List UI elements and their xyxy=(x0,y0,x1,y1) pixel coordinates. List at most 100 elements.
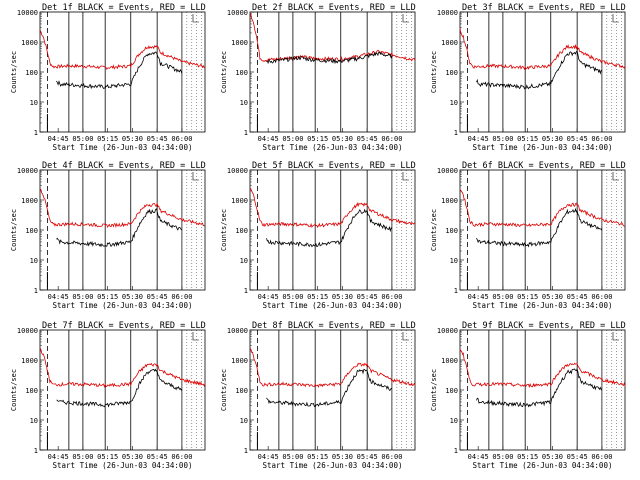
y-tick-label: 10000 xyxy=(17,9,38,17)
y-tick-label: 1 xyxy=(454,287,458,295)
panel-det-9: Det 9f BLACK = Events, RED = LLD 1 10 100 10… xyxy=(430,321,626,470)
series-events-line xyxy=(266,51,393,65)
x-tick-label: 05:30 xyxy=(122,293,143,301)
series-events-line xyxy=(476,49,603,90)
x-tick-label: 04:45 xyxy=(258,293,279,301)
y-tick-label: 10 xyxy=(30,257,38,265)
y-tick-label: 1 xyxy=(34,129,38,137)
x-tick-label: 05:30 xyxy=(542,453,563,461)
corner-mark xyxy=(192,332,199,341)
y-tick-label: 1000 xyxy=(441,39,458,47)
x-tick-label: 05:15 xyxy=(97,293,118,301)
x-tick-label: 04:45 xyxy=(48,135,69,143)
x-tick-label: 06:00 xyxy=(381,453,402,461)
y-tick-label: 100 xyxy=(25,387,38,395)
x-tick-label: 05:00 xyxy=(492,135,513,143)
panel-title: Det 6f BLACK = Events, RED = LLD xyxy=(462,161,626,171)
panel-det-5: Det 5f BLACK = Events, RED = LLD 1 10 100 10… xyxy=(220,161,416,310)
x-tick-label: 05:15 xyxy=(517,293,538,301)
y-tick-label: 100 xyxy=(25,69,38,77)
x-axis-label: Start Time (26-Jun-03 04:34:00) xyxy=(263,143,403,152)
series-events-line xyxy=(266,208,393,248)
series-events-line xyxy=(56,51,183,90)
x-axis-label: Start Time (26-Jun-03 04:34:00) xyxy=(263,461,403,470)
y-axis-label: Counts/sec xyxy=(220,209,228,251)
x-axis-label: Start Time (26-Jun-03 04:34:00) xyxy=(473,461,613,470)
y-axis-label: Counts/sec xyxy=(10,51,18,93)
panel-title: Det 8f BLACK = Events, RED = LLD xyxy=(252,321,416,331)
y-tick-label: 1000 xyxy=(231,39,248,47)
y-tick-label: 10 xyxy=(450,417,458,425)
panel-title: Det 2f BLACK = Events, RED = LLD xyxy=(252,3,416,13)
x-tick-label: 05:30 xyxy=(332,135,353,143)
x-tick-label: 05:00 xyxy=(282,453,303,461)
x-tick-label: 05:00 xyxy=(282,135,303,143)
x-tick-label: 05:15 xyxy=(307,293,328,301)
x-tick-label: 06:00 xyxy=(171,293,192,301)
y-tick-label: 1 xyxy=(454,129,458,137)
y-tick-label: 10 xyxy=(30,417,38,425)
x-tick-label: 05:00 xyxy=(282,293,303,301)
x-tick-label: 05:00 xyxy=(492,453,513,461)
y-tick-label: 1000 xyxy=(231,197,248,205)
panel-title: Det 5f BLACK = Events, RED = LLD xyxy=(252,161,416,171)
y-tick-label: 10 xyxy=(240,417,248,425)
x-tick-label: 04:45 xyxy=(468,293,489,301)
panel-det-2: Det 2f BLACK = Events, RED = LLD 1 10 100 10… xyxy=(220,3,416,152)
series-lld-line xyxy=(459,189,626,228)
y-axis-label: Counts/sec xyxy=(430,51,438,93)
x-tick-label: 06:00 xyxy=(171,135,192,143)
corner-mark xyxy=(612,14,619,23)
y-tick-label: 100 xyxy=(445,227,458,235)
x-tick-label: 05:00 xyxy=(492,293,513,301)
x-tick-label: 04:45 xyxy=(48,293,69,301)
y-tick-label: 1000 xyxy=(441,197,458,205)
y-tick-label: 10 xyxy=(30,99,38,107)
panel-det-6: Det 6f BLACK = Events, RED = LLD 1 10 100 10… xyxy=(430,161,626,310)
x-axis-label: Start Time (26-Jun-03 04:34:00) xyxy=(473,143,613,152)
series-events-line xyxy=(56,208,183,248)
x-tick-label: 05:45 xyxy=(357,453,378,461)
series-lld-line xyxy=(39,29,205,70)
x-axis-label: Start Time (26-Jun-03 04:34:00) xyxy=(263,301,403,310)
series-lld-line xyxy=(459,348,626,389)
x-tick-label: 05:00 xyxy=(72,293,93,301)
x-tick-label: 05:15 xyxy=(97,453,118,461)
y-tick-label: 1 xyxy=(454,447,458,455)
y-tick-label: 10000 xyxy=(437,167,458,175)
x-tick-label: 05:45 xyxy=(147,135,168,143)
y-axis-label: Counts/sec xyxy=(220,369,228,411)
x-tick-label: 05:45 xyxy=(357,293,378,301)
y-tick-label: 100 xyxy=(445,69,458,77)
x-tick-label: 05:45 xyxy=(567,453,588,461)
corner-mark xyxy=(402,14,409,23)
panel-title: Det 1f BLACK = Events, RED = LLD xyxy=(42,3,206,13)
panel-title: Det 9f BLACK = Events, RED = LLD xyxy=(462,321,626,331)
y-tick-label: 10 xyxy=(450,99,458,107)
x-tick-label: 04:45 xyxy=(258,135,279,143)
y-axis-label: Counts/sec xyxy=(10,209,18,251)
y-tick-label: 10000 xyxy=(227,327,248,335)
x-tick-label: 05:45 xyxy=(357,135,378,143)
plot-frame xyxy=(39,11,206,133)
corner-mark xyxy=(402,172,409,181)
y-tick-label: 10000 xyxy=(227,9,248,17)
y-tick-label: 1 xyxy=(244,287,248,295)
x-tick-label: 05:15 xyxy=(97,135,118,143)
series-lld-line xyxy=(39,347,206,388)
series-events-line xyxy=(56,368,183,408)
y-tick-label: 10000 xyxy=(17,327,38,335)
x-axis-label: Start Time (26-Jun-03 04:34:00) xyxy=(53,461,193,470)
x-tick-label: 04:45 xyxy=(258,453,279,461)
panel-det-4: Det 4f BLACK = Events, RED = LLD 1 10 100 10… xyxy=(10,161,206,310)
x-axis-label: Start Time (26-Jun-03 04:34:00) xyxy=(53,143,193,152)
x-tick-label: 05:45 xyxy=(567,293,588,301)
panel-title: Det 4f BLACK = Events, RED = LLD xyxy=(42,161,206,171)
y-axis-label: Counts/sec xyxy=(220,51,228,93)
corner-mark xyxy=(612,332,619,341)
series-lld-line xyxy=(249,12,416,62)
panel-det-3: Det 3f BLACK = Events, RED = LLD 1 10 100 10… xyxy=(430,3,626,152)
panel-det-8: Det 8f BLACK = Events, RED = LLD 1 10 100 10… xyxy=(220,321,416,470)
corner-mark xyxy=(612,172,619,181)
y-tick-label: 1 xyxy=(34,287,38,295)
